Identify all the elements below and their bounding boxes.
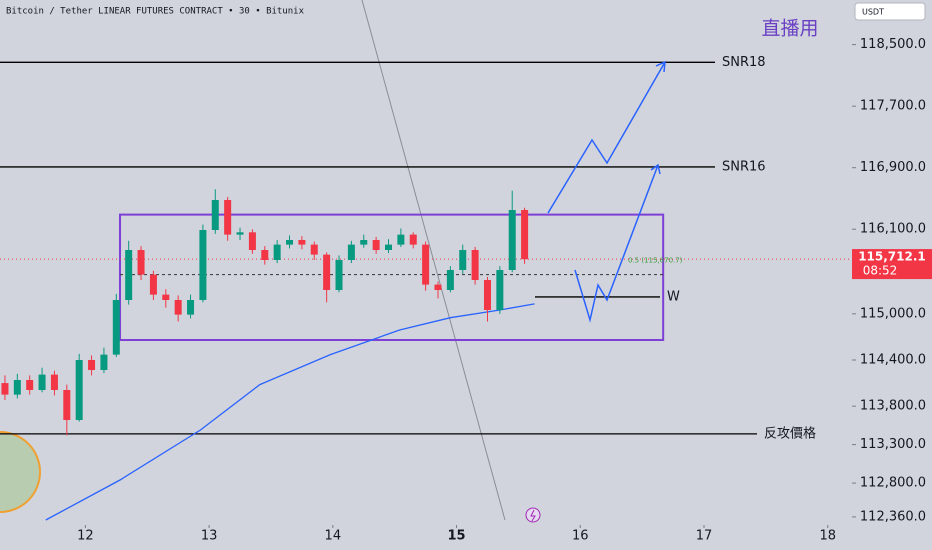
candle-body: [323, 254, 331, 290]
x-tick-label: 15: [448, 529, 466, 544]
level-label: W: [667, 289, 680, 304]
candle-body: [385, 244, 393, 250]
candle-body: [50, 374, 58, 390]
candle-body: [360, 240, 368, 245]
candle-body: [162, 294, 170, 300]
currency-label[interactable]: USDT: [862, 8, 884, 17]
level-label: SNR16: [722, 159, 766, 174]
x-tick-label: 17: [696, 529, 713, 544]
y-tick-label: 112,360.0: [860, 509, 926, 524]
y-tick-label: 116,900.0: [860, 160, 926, 175]
chart-title: 直播用: [761, 18, 818, 40]
y-tick-label: 113,800.0: [860, 399, 926, 414]
candle-body: [26, 380, 34, 390]
candle-body: [112, 300, 120, 355]
y-tick-label: 117,700.0: [860, 99, 926, 114]
last-price-box: [852, 249, 932, 280]
y-tick-label: 115,000.0: [860, 306, 926, 321]
candle-body: [409, 234, 417, 245]
candle-body: [335, 260, 343, 290]
candle-body: [434, 284, 442, 290]
y-tick-label: 114,400.0: [860, 353, 926, 368]
candle-body: [211, 200, 219, 230]
candle-body: [1, 383, 9, 395]
range-box: [119, 213, 665, 341]
candle-body: [273, 244, 281, 260]
candle-body: [137, 250, 145, 275]
candle-body: [100, 354, 108, 370]
candle-body: [224, 200, 232, 235]
candle-body: [508, 210, 516, 270]
candle-body: [521, 210, 529, 260]
candle-body: [174, 300, 182, 315]
marker-circle: [0, 431, 41, 513]
x-tick-label: 16: [572, 529, 589, 544]
candle-body: [75, 360, 83, 420]
projection-arrow: [574, 163, 661, 323]
candle-body: [372, 240, 380, 250]
level-label: SNR18: [722, 55, 766, 70]
currency-button[interactable]: [854, 2, 926, 21]
projection-arrow: [547, 60, 666, 214]
candle-body: [459, 250, 467, 270]
x-tick-label: 13: [201, 529, 218, 544]
candle-body: [286, 240, 294, 245]
x-tick-label: 14: [325, 529, 342, 544]
candle-body: [397, 234, 405, 245]
last-price-label: 115,712.1: [858, 250, 926, 264]
candle-body: [187, 300, 195, 315]
fib-label: 0.5 (115,670.7): [628, 257, 683, 265]
event-icon: [525, 507, 541, 523]
countdown: 08:52: [863, 264, 898, 278]
candle-body: [38, 374, 46, 390]
candle-body: [347, 244, 355, 260]
candle-body: [236, 232, 244, 235]
candle-body: [422, 244, 430, 285]
candle-body: [13, 380, 21, 395]
candle-body: [471, 250, 479, 280]
candle-body: [149, 274, 157, 295]
y-tick-label: 116,100.0: [860, 222, 926, 237]
x-tick-label: 18: [819, 529, 836, 544]
candle-body: [248, 232, 256, 250]
y-tick-label: 118,500.0: [860, 37, 926, 52]
candle-body: [496, 270, 504, 310]
candle-body: [446, 270, 454, 290]
plot: 118,500.0 117,700.0 116,900.0 116,100.0 115,…: [0, 37, 932, 544]
candle-body: [310, 244, 318, 255]
header: Bitcoin / Tether LINEAR FUTURES CONTRACT…: [6, 7, 305, 17]
candle-body: [88, 360, 96, 370]
level-label: 反攻價格: [764, 425, 816, 441]
y-tick-label: 112,800.0: [860, 476, 926, 491]
event-icon-bolt: [530, 509, 536, 522]
candle-body: [199, 230, 207, 300]
moving-average: [45, 303, 535, 521]
candle-body: [125, 250, 133, 300]
candle-body: [261, 250, 269, 260]
candle-body: [298, 240, 306, 245]
candle-body: [483, 280, 491, 310]
y-tick-label: 113,300.0: [860, 437, 926, 452]
x-tick-label: 12: [77, 529, 94, 544]
candle-body: [63, 390, 71, 420]
